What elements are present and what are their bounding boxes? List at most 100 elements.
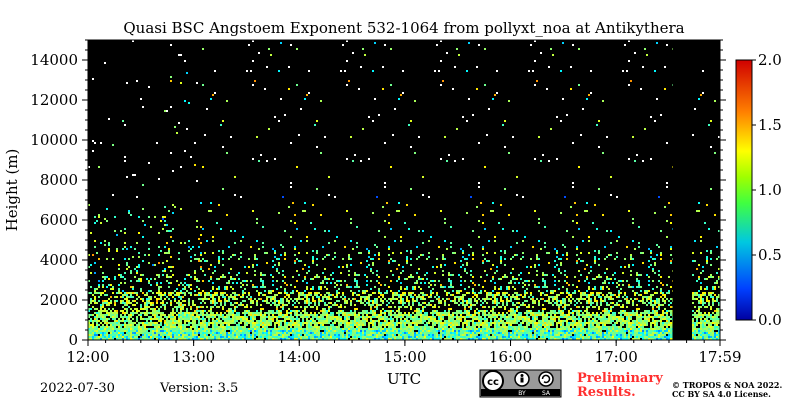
- heatmap-cell: [278, 310, 280, 312]
- heatmap-cell: [374, 332, 376, 334]
- heatmap-cell: [294, 326, 296, 328]
- heatmap-cell: [472, 296, 474, 298]
- heatmap-cell: [340, 318, 342, 320]
- heatmap-cell: [144, 336, 146, 338]
- heatmap-cell: [472, 330, 474, 332]
- heatmap-cell: [524, 292, 526, 294]
- heatmap-cell: [146, 332, 148, 334]
- heatmap-cell: [150, 338, 152, 340]
- heatmap-cell: [176, 326, 178, 328]
- heatmap-cell: [466, 304, 468, 306]
- heatmap-cell: [494, 294, 496, 296]
- heatmap-cell: [244, 332, 246, 334]
- heatmap-cell: [102, 284, 104, 286]
- heatmap-cell: [286, 330, 288, 332]
- heatmap-cell: [156, 336, 158, 338]
- heatmap-cell: [524, 284, 526, 286]
- heatmap-cell: [180, 318, 182, 320]
- heatmap-cell: [400, 338, 402, 340]
- heatmap-cell: [348, 322, 350, 324]
- heatmap-cell: [510, 314, 512, 316]
- heatmap-cell: [104, 316, 106, 318]
- heatmap-cell: [122, 248, 124, 250]
- heatmap-cell: [210, 302, 212, 304]
- heatmap-cell: [382, 308, 384, 310]
- heatmap-cell: [264, 324, 266, 326]
- heatmap-cell: [356, 308, 358, 310]
- heatmap-cell: [172, 326, 174, 328]
- heatmap-cell: [456, 314, 458, 316]
- heatmap-cell: [318, 292, 320, 294]
- heatmap-cell: [470, 308, 472, 310]
- heatmap-cell: [220, 328, 222, 330]
- heatmap-cell: [474, 324, 476, 326]
- heatmap-cell: [148, 254, 150, 256]
- heatmap-cell: [380, 326, 382, 328]
- heatmap-cell: [420, 310, 422, 312]
- heatmap-cell: [122, 324, 124, 326]
- heatmap-cell: [338, 314, 340, 316]
- heatmap-cell: [234, 230, 236, 232]
- heatmap-cell: [494, 94, 496, 96]
- heatmap-cell: [272, 284, 274, 286]
- heatmap-cell: [504, 276, 506, 278]
- heatmap-cell: [508, 294, 510, 296]
- heatmap-cell: [522, 304, 524, 306]
- heatmap-cell: [214, 330, 216, 332]
- heatmap-cell: [258, 336, 260, 338]
- heatmap-cell: [118, 330, 120, 332]
- heatmap-cell: [408, 276, 410, 278]
- heatmap-cell: [316, 308, 318, 310]
- heatmap-cell: [136, 266, 138, 268]
- heatmap-cell: [448, 334, 450, 336]
- heatmap-cell: [316, 326, 318, 328]
- heatmap-cell: [526, 328, 528, 330]
- heatmap-cell: [170, 324, 172, 326]
- heatmap-cell: [184, 304, 186, 306]
- heatmap-cell: [394, 314, 396, 316]
- heatmap-cell: [210, 210, 212, 212]
- heatmap-cell: [366, 248, 368, 250]
- heatmap-cell: [162, 294, 164, 296]
- heatmap-cell: [470, 328, 472, 330]
- heatmap-cell: [158, 328, 160, 330]
- heatmap-cell: [284, 332, 286, 334]
- heatmap-cell: [226, 328, 228, 330]
- heatmap-cell: [298, 296, 300, 298]
- heatmap-cell: [416, 334, 418, 336]
- heatmap-cell: [386, 332, 388, 334]
- heatmap-cell: [304, 312, 306, 314]
- heatmap-cell: [480, 292, 482, 294]
- heatmap-cell: [360, 296, 362, 298]
- heatmap-cell: [162, 300, 164, 302]
- heatmap-cell: [384, 320, 386, 322]
- heatmap-cell: [174, 306, 176, 308]
- heatmap-cell: [336, 304, 338, 306]
- heatmap-cell: [392, 336, 394, 338]
- heatmap-cell: [194, 338, 196, 340]
- heatmap-cell: [342, 314, 344, 316]
- heatmap-cell: [172, 228, 174, 230]
- heatmap-cell: [148, 296, 150, 298]
- heatmap-cell: [274, 338, 276, 340]
- heatmap-cell: [528, 332, 530, 334]
- heatmap-cell: [326, 336, 328, 338]
- heatmap-cell: [360, 330, 362, 332]
- heatmap-cell: [192, 312, 194, 314]
- heatmap-cell: [274, 158, 276, 160]
- heatmap-cell: [388, 254, 390, 256]
- heatmap-cell: [412, 336, 414, 338]
- heatmap-cell: [320, 100, 322, 102]
- heatmap-cell: [416, 246, 418, 248]
- heatmap-cell: [408, 322, 410, 324]
- heatmap-cell: [276, 268, 278, 270]
- heatmap-cell: [456, 338, 458, 340]
- heatmap-cell: [220, 312, 222, 314]
- heatmap-cell: [254, 254, 256, 256]
- heatmap-cell: [418, 304, 420, 306]
- heatmap-cell: [500, 260, 502, 262]
- heatmap-cell: [94, 300, 96, 302]
- heatmap-cell: [132, 318, 134, 320]
- heatmap-cell: [144, 254, 146, 256]
- heatmap-cell: [270, 328, 272, 330]
